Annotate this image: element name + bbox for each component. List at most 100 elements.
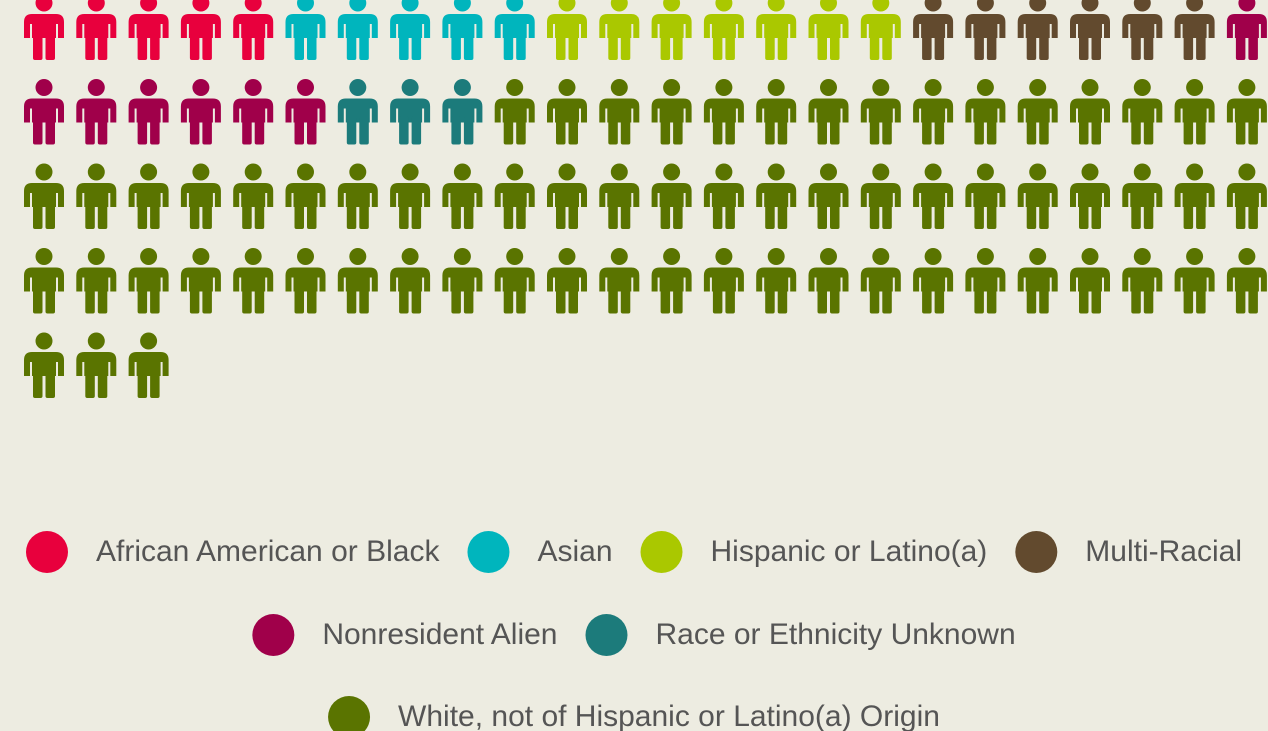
- person-icon: [76, 248, 117, 314]
- person-icon: [390, 248, 431, 314]
- person-icon: [233, 79, 274, 145]
- person-icon: [285, 248, 326, 314]
- legend-item: Race or Ethnicity Unknown: [585, 614, 1016, 656]
- person-icon: [651, 79, 692, 145]
- legend-swatch: [467, 531, 510, 573]
- legend-label: Race or Ethnicity Unknown: [655, 618, 1015, 651]
- person-icon: [1070, 163, 1110, 229]
- person-icon: [442, 248, 483, 314]
- person-icon: [24, 0, 64, 60]
- person-icon: [390, 0, 431, 60]
- person-icon: [337, 248, 378, 314]
- person-icon: [128, 163, 169, 229]
- person-icon: [547, 163, 587, 229]
- person-icon: [442, 0, 483, 60]
- legend-label: African American or Black: [96, 535, 440, 568]
- person-icon: [756, 0, 797, 60]
- person-icon: [965, 163, 1006, 229]
- person-icon: [1226, 0, 1267, 60]
- person-icon: [1226, 79, 1267, 145]
- person-icon: [808, 0, 849, 60]
- legend-item: Asian: [467, 531, 613, 573]
- person-icon: [860, 248, 901, 314]
- person-icon: [442, 163, 483, 229]
- legend-swatch: [25, 531, 68, 573]
- person-icon: [703, 0, 744, 60]
- person-icon: [651, 248, 692, 314]
- person-icon: [180, 79, 221, 145]
- legend-label: White, not of Hispanic or Latino(a) Orig…: [398, 700, 940, 731]
- legend-item: White, not of Hispanic or Latino(a) Orig…: [328, 696, 940, 731]
- person-icon: [1017, 248, 1058, 314]
- person-icon: [1174, 163, 1215, 229]
- person-icon: [913, 163, 954, 229]
- person-icon: [494, 163, 535, 229]
- person-icon: [965, 0, 1006, 60]
- person-icon: [1174, 0, 1215, 60]
- person-icon: [233, 163, 274, 229]
- person-icon: [703, 79, 744, 145]
- person-icon: [703, 248, 744, 314]
- person-icon: [76, 79, 117, 145]
- person-icon: [128, 79, 169, 145]
- person-icon: [128, 332, 169, 398]
- person-icon: [442, 79, 483, 145]
- person-icon: [24, 332, 64, 398]
- person-icon: [390, 79, 431, 145]
- person-icon: [337, 0, 378, 60]
- person-icon: [913, 0, 954, 60]
- person-icon: [1226, 163, 1267, 229]
- legend-label: Hispanic or Latino(a): [711, 535, 988, 568]
- person-icon: [1070, 248, 1110, 314]
- person-icon: [24, 163, 64, 229]
- person-icon: [180, 0, 221, 60]
- person-icon: [1174, 79, 1215, 145]
- person-icon: [1070, 79, 1110, 145]
- person-icon: [599, 0, 640, 60]
- person-icon: [1070, 0, 1110, 60]
- legend-item: Hispanic or Latino(a): [640, 531, 988, 573]
- person-icon: [1017, 79, 1058, 145]
- person-icon: [756, 79, 797, 145]
- person-icon: [337, 79, 378, 145]
- person-icon: [756, 163, 797, 229]
- person-icon: [76, 0, 117, 60]
- person-icon: [860, 163, 901, 229]
- legend-item: African American or Black: [25, 531, 440, 573]
- person-icon: [1122, 248, 1163, 314]
- person-icon: [756, 248, 797, 314]
- person-icon: [599, 248, 640, 314]
- person-icon: [390, 163, 431, 229]
- person-icon: [808, 163, 849, 229]
- person-icon: [285, 79, 326, 145]
- person-icon: [128, 0, 169, 60]
- person-icon: [547, 0, 587, 60]
- person-icon: [808, 248, 849, 314]
- person-icon: [860, 0, 901, 60]
- person-icon: [1017, 0, 1058, 60]
- legend-swatch: [585, 614, 628, 656]
- person-icon: [76, 332, 117, 398]
- person-icon: [913, 79, 954, 145]
- person-icon: [285, 163, 326, 229]
- legend-swatch: [1015, 531, 1058, 573]
- legend-label: Multi-Racial: [1085, 535, 1242, 568]
- person-icon: [494, 248, 535, 314]
- person-icon: [233, 0, 274, 60]
- person-icon: [24, 79, 64, 145]
- person-icon: [1226, 248, 1267, 314]
- legend-item: Nonresident Alien: [252, 614, 557, 656]
- person-icon: [599, 163, 640, 229]
- person-icon: [651, 163, 692, 229]
- person-icon: [1122, 79, 1163, 145]
- person-icon: [24, 248, 64, 314]
- person-icon: [128, 248, 169, 314]
- legend-label: Nonresident Alien: [322, 618, 557, 651]
- person-icon: [547, 79, 587, 145]
- person-icon: [1174, 248, 1215, 314]
- person-icon: [337, 163, 378, 229]
- person-icon: [913, 248, 954, 314]
- person-icon: [285, 0, 326, 60]
- legend-item: Multi-Racial: [1015, 531, 1242, 573]
